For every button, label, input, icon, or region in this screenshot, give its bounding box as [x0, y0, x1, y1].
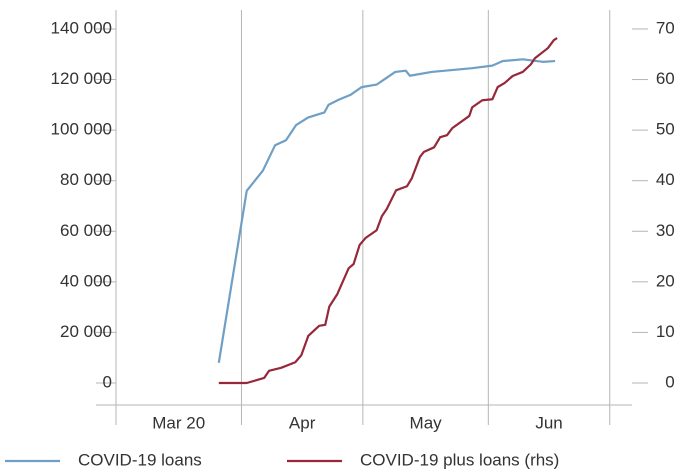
x-tick-label: Jun	[535, 413, 562, 432]
y-tick-label: 0	[103, 372, 112, 391]
y-tick-label: 20 000	[60, 322, 112, 341]
y2-tick-label: 200	[656, 271, 675, 290]
y-tick-label: 100 000	[51, 120, 112, 139]
y-tick-label: 140 000	[51, 18, 112, 37]
y-tick-label: 120 000	[51, 69, 112, 88]
y-tick-label: 80 000	[60, 170, 112, 189]
x-tick-label: Mar 20	[152, 413, 205, 432]
y-tick-label: 40 000	[60, 271, 112, 290]
y2-tick-label: 400	[656, 170, 675, 189]
y2-tick-label: 500	[656, 120, 675, 139]
x-tick-label: May	[410, 413, 443, 432]
legend-label: COVID-19 plus loans (rhs)	[360, 450, 559, 469]
y-tick-label: 60 000	[60, 221, 112, 240]
legend-label: COVID-19 loans	[78, 450, 202, 469]
series-line	[218, 37, 558, 385]
y2-tick-label: 700	[656, 18, 675, 37]
x-tick-label: Apr	[289, 413, 316, 432]
y2-tick-label: 100	[656, 322, 675, 341]
y2-tick-label: 0	[665, 372, 674, 391]
y2-tick-label: 300	[656, 221, 675, 240]
series-line	[217, 58, 556, 363]
y2-tick-label: 600	[656, 69, 675, 88]
